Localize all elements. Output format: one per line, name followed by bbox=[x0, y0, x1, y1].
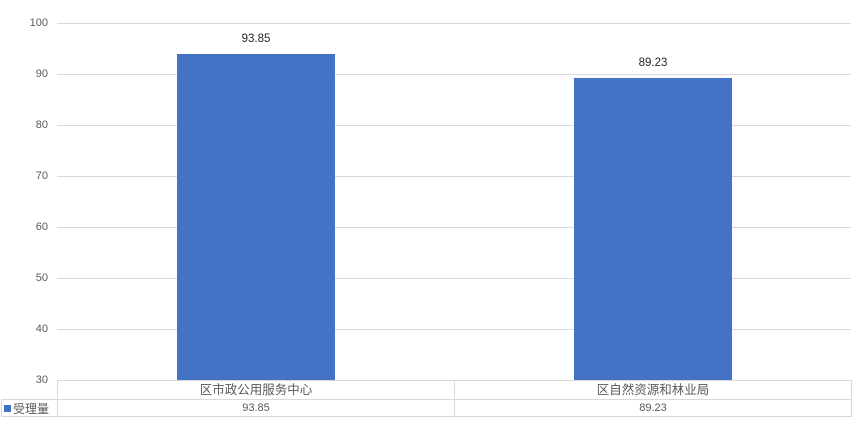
y-tick-label: 70 bbox=[35, 170, 48, 182]
gridline bbox=[57, 23, 851, 24]
legend-key[interactable]: 受理量 bbox=[1, 399, 58, 417]
data-label: 89.23 bbox=[638, 57, 668, 69]
gridline bbox=[57, 74, 851, 75]
table-value-1: 93.85 bbox=[57, 399, 455, 417]
category-header-2: 区自然资源和林业局 bbox=[454, 380, 852, 400]
bar-1[interactable] bbox=[177, 54, 335, 380]
y-tick-label: 40 bbox=[35, 323, 48, 335]
data-label: 93.85 bbox=[241, 33, 271, 45]
bar-2[interactable] bbox=[574, 78, 732, 380]
legend-marker-icon bbox=[4, 404, 11, 412]
y-tick-label: 90 bbox=[35, 68, 48, 80]
gridline bbox=[57, 125, 851, 126]
category-header-1: 区市政公用服务中心 bbox=[57, 380, 455, 400]
y-tick-label: 30 bbox=[35, 374, 48, 386]
gridline bbox=[57, 227, 851, 228]
legend-label: 受理量 bbox=[13, 401, 50, 416]
gridline bbox=[57, 176, 851, 177]
y-tick-label: 50 bbox=[35, 272, 48, 284]
y-tick-label: 80 bbox=[35, 119, 48, 131]
gridline bbox=[57, 278, 851, 279]
gridline bbox=[57, 329, 851, 330]
y-tick-label: 60 bbox=[35, 221, 48, 233]
y-tick-label: 100 bbox=[29, 17, 48, 29]
table-value-2: 89.23 bbox=[454, 399, 852, 417]
